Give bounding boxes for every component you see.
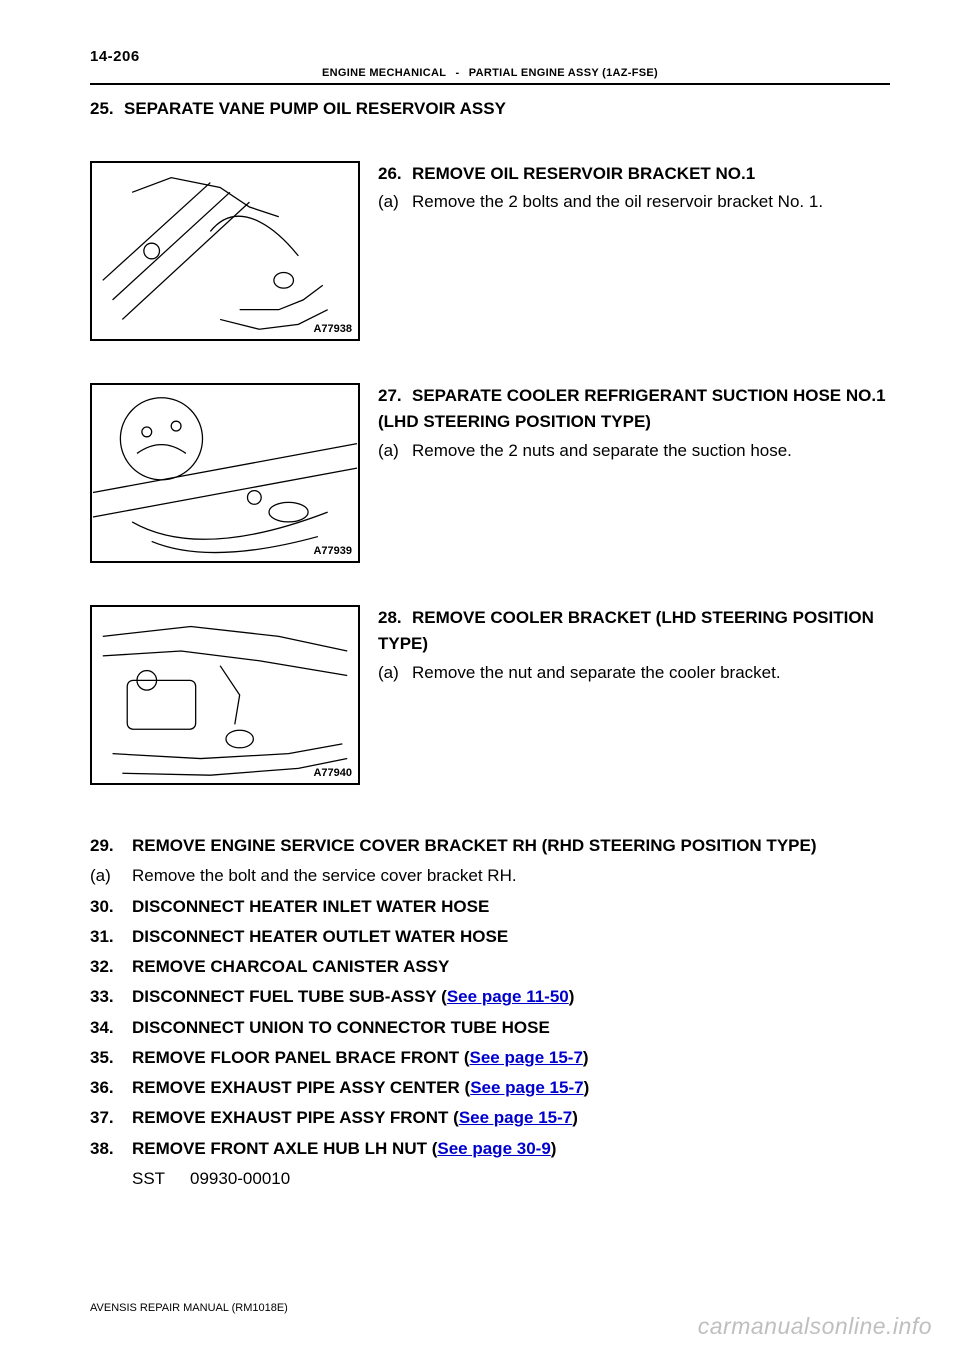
row-text: DISCONNECT HEATER OUTLET WATER HOSE bbox=[132, 927, 508, 946]
row-num: 36. bbox=[90, 1073, 132, 1103]
row-num: 30. bbox=[90, 892, 132, 922]
row-pre: REMOVE FLOOR PANEL BRACE FRONT ( bbox=[132, 1048, 470, 1067]
figure-28-wrap: A77940 bbox=[90, 605, 360, 785]
section-prefix: ENGINE MECHANICAL bbox=[322, 67, 446, 79]
list-row-35: 35.REMOVE FLOOR PANEL BRACE FRONT (See p… bbox=[90, 1043, 890, 1073]
row-text: Remove the bolt and the service cover br… bbox=[132, 866, 517, 885]
body-28: (a)Remove the nut and separate the coole… bbox=[412, 660, 890, 686]
section-header: ENGINE MECHANICAL - PARTIAL ENGINE ASSY … bbox=[90, 67, 890, 79]
body-28-label: (a) bbox=[378, 660, 412, 686]
body-26-text: Remove the 2 bolts and the oil reservoir… bbox=[412, 192, 823, 211]
list-row-29a: (a)Remove the bolt and the service cover… bbox=[90, 861, 890, 891]
list-row-33: 33.DISCONNECT FUEL TUBE SUB-ASSY (See pa… bbox=[90, 982, 890, 1012]
block-27: A77939 27.SEPARATE COOLER REFRIGERANT SU… bbox=[90, 383, 890, 563]
body-27-label: (a) bbox=[378, 438, 412, 464]
figure-27-id: A77939 bbox=[313, 545, 352, 557]
step-25-num: 25. bbox=[90, 99, 124, 119]
list-row-31: 31.DISCONNECT HEATER OUTLET WATER HOSE bbox=[90, 922, 890, 952]
title-26: 26.REMOVE OIL RESERVOIR BRACKET NO.1 bbox=[378, 161, 890, 187]
row-la: (a) bbox=[90, 861, 132, 891]
list-row-38: 38.REMOVE FRONT AXLE HUB LH NUT (See pag… bbox=[90, 1134, 890, 1164]
figure-28-id: A77940 bbox=[313, 767, 352, 779]
title-27-num: 27. bbox=[378, 383, 412, 409]
page: 14-206 ENGINE MECHANICAL - PARTIAL ENGIN… bbox=[0, 0, 960, 1358]
row-text: DISCONNECT HEATER INLET WATER HOSE bbox=[132, 897, 489, 916]
row-num: 31. bbox=[90, 922, 132, 952]
row-link[interactable]: See page 15-7 bbox=[459, 1108, 572, 1127]
row-num: 34. bbox=[90, 1013, 132, 1043]
title-28: 28.REMOVE COOLER BRACKET (LHD STEERING P… bbox=[378, 605, 890, 658]
row-num: 38. bbox=[90, 1134, 132, 1164]
title-26-text: REMOVE OIL RESERVOIR BRACKET NO.1 bbox=[412, 164, 755, 183]
row-pre: REMOVE EXHAUST PIPE ASSY FRONT ( bbox=[132, 1108, 459, 1127]
row-pre: REMOVE FRONT AXLE HUB LH NUT ( bbox=[132, 1139, 437, 1158]
footer-text: AVENSIS REPAIR MANUAL (RM1018E) bbox=[90, 1302, 288, 1314]
body-27-text: Remove the 2 nuts and separate the sucti… bbox=[412, 441, 792, 460]
title-28-text: REMOVE COOLER BRACKET (LHD STEERING POSI… bbox=[378, 608, 874, 653]
list-row-36: 36.REMOVE EXHAUST PIPE ASSY CENTER (See … bbox=[90, 1073, 890, 1103]
figure-28-svg bbox=[92, 607, 358, 783]
list-row-34: 34.DISCONNECT UNION TO CONNECTOR TUBE HO… bbox=[90, 1013, 890, 1043]
text-27: 27.SEPARATE COOLER REFRIGERANT SUCTION H… bbox=[378, 383, 890, 563]
page-number: 14-206 bbox=[90, 48, 890, 65]
row-text: DISCONNECT UNION TO CONNECTOR TUBE HOSE bbox=[132, 1018, 550, 1037]
figure-26-id: A77938 bbox=[313, 323, 352, 335]
row-text: REMOVE ENGINE SERVICE COVER BRACKET RH (… bbox=[132, 836, 817, 855]
body-27: (a)Remove the 2 nuts and separate the su… bbox=[412, 438, 890, 464]
row-link[interactable]: See page 15-7 bbox=[470, 1048, 583, 1067]
figure-27-svg bbox=[92, 385, 358, 561]
figure-26: A77938 bbox=[90, 161, 360, 341]
title-28-num: 28. bbox=[378, 605, 412, 631]
step-25: 25.SEPARATE VANE PUMP OIL RESERVOIR ASSY bbox=[90, 99, 890, 119]
figure-27-wrap: A77939 bbox=[90, 383, 360, 563]
figure-27: A77939 bbox=[90, 383, 360, 563]
row-pre: REMOVE EXHAUST PIPE ASSY CENTER ( bbox=[132, 1078, 470, 1097]
sst-label: SST bbox=[132, 1164, 190, 1194]
row-text: REMOVE CHARCOAL CANISTER ASSY bbox=[132, 957, 449, 976]
row-post: ) bbox=[569, 987, 575, 1006]
row-num: 32. bbox=[90, 952, 132, 982]
row-pre: DISCONNECT FUEL TUBE SUB-ASSY ( bbox=[132, 987, 447, 1006]
list-row-29: 29.REMOVE ENGINE SERVICE COVER BRACKET R… bbox=[90, 831, 890, 861]
body-26: (a)Remove the 2 bolts and the oil reserv… bbox=[412, 189, 890, 215]
figure-28: A77940 bbox=[90, 605, 360, 785]
row-post: ) bbox=[584, 1078, 590, 1097]
row-num: 33. bbox=[90, 982, 132, 1012]
row-post: ) bbox=[551, 1139, 557, 1158]
section-suffix: PARTIAL ENGINE ASSY (1AZ-FSE) bbox=[469, 67, 658, 79]
row-num: 29. bbox=[90, 831, 132, 861]
row-post: ) bbox=[572, 1108, 578, 1127]
title-26-num: 26. bbox=[378, 161, 412, 187]
header-rule bbox=[90, 83, 890, 85]
text-26: 26.REMOVE OIL RESERVOIR BRACKET NO.1 (a)… bbox=[378, 161, 890, 341]
row-num: 35. bbox=[90, 1043, 132, 1073]
watermark: carmanualsonline.info bbox=[698, 1313, 932, 1340]
text-28: 28.REMOVE COOLER BRACKET (LHD STEERING P… bbox=[378, 605, 890, 785]
list-row-30: 30.DISCONNECT HEATER INLET WATER HOSE bbox=[90, 892, 890, 922]
block-26: A77938 26.REMOVE OIL RESERVOIR BRACKET N… bbox=[90, 161, 890, 341]
row-link[interactable]: See page 11-50 bbox=[447, 987, 569, 1006]
sst-value: 09930-00010 bbox=[190, 1169, 290, 1188]
title-27-text: SEPARATE COOLER REFRIGERANT SUCTION HOSE… bbox=[378, 386, 886, 431]
row-num: 37. bbox=[90, 1103, 132, 1133]
body-26-label: (a) bbox=[378, 189, 412, 215]
row-post: ) bbox=[583, 1048, 589, 1067]
figure-26-svg bbox=[92, 163, 358, 339]
row-link[interactable]: See page 30-9 bbox=[437, 1139, 550, 1158]
list-row-37: 37.REMOVE EXHAUST PIPE ASSY FRONT (See p… bbox=[90, 1103, 890, 1133]
title-27: 27.SEPARATE COOLER REFRIGERANT SUCTION H… bbox=[378, 383, 890, 436]
block-28: A77940 28.REMOVE COOLER BRACKET (LHD STE… bbox=[90, 605, 890, 785]
list-row-sst: SST09930-00010 bbox=[132, 1164, 890, 1194]
figure-26-wrap: A77938 bbox=[90, 161, 360, 341]
body-28-text: Remove the nut and separate the cooler b… bbox=[412, 663, 781, 682]
list-row-32: 32.REMOVE CHARCOAL CANISTER ASSY bbox=[90, 952, 890, 982]
step-25-title: SEPARATE VANE PUMP OIL RESERVOIR ASSY bbox=[124, 99, 506, 118]
step-list: 29.REMOVE ENGINE SERVICE COVER BRACKET R… bbox=[90, 831, 890, 1194]
row-link[interactable]: See page 15-7 bbox=[470, 1078, 583, 1097]
section-dash: - bbox=[455, 67, 459, 79]
